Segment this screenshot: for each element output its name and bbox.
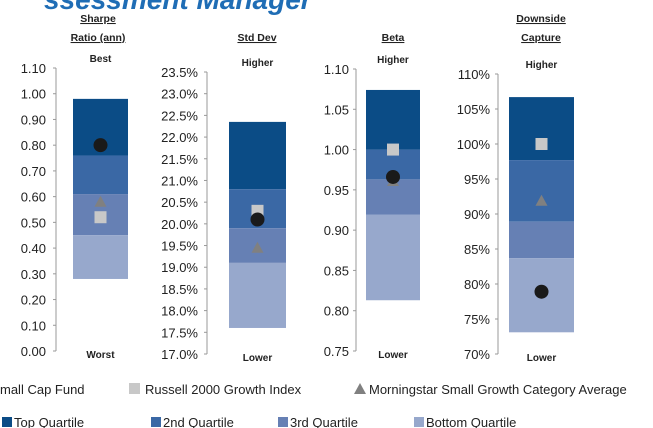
index-marker xyxy=(94,211,107,224)
legend-label: 2nd Quartile xyxy=(163,415,234,428)
y-tick-label: 75% xyxy=(464,312,490,327)
y-tick-label: 85% xyxy=(464,242,490,257)
bottom-label: Lower xyxy=(378,350,408,361)
y-tick-label: 22.5% xyxy=(161,108,198,123)
y-tick-label: 1.10 xyxy=(324,62,349,77)
legend-label: Bottom Quartile xyxy=(426,415,516,428)
legend-label: Russell 2000 Growth Index xyxy=(145,382,302,397)
y-tick-label: 22.0% xyxy=(161,130,198,145)
fund-marker xyxy=(386,169,400,184)
y-tick-label: 21.5% xyxy=(161,152,198,167)
page-title: ssessment Manager xyxy=(44,0,314,15)
legend-label: Morningstar Small Growth Category Averag… xyxy=(369,382,627,397)
y-tick-label: 0.10 xyxy=(21,318,46,333)
y-tick-label: 80% xyxy=(464,277,490,292)
y-tick-label: 20.0% xyxy=(161,217,198,232)
y-tick-label: 0.90 xyxy=(21,112,46,127)
y-tick-label: 0.95 xyxy=(324,183,349,198)
y-tick-label: 19.0% xyxy=(161,260,198,275)
fund-marker xyxy=(534,284,549,299)
quartile-bar xyxy=(229,121,286,190)
y-tick-label: 17.5% xyxy=(161,325,198,340)
quartile-bar xyxy=(509,160,574,222)
y-tick-label: 95% xyxy=(464,172,490,187)
quartile-bar xyxy=(509,221,574,259)
category-marker xyxy=(251,241,264,253)
y-tick-label: 20.5% xyxy=(161,195,198,210)
legend-label: mall Cap Fund xyxy=(0,382,85,397)
index-marker xyxy=(387,143,399,156)
y-tick-label: 18.0% xyxy=(161,304,198,319)
y-tick-label: 1.10 xyxy=(21,61,46,76)
y-tick-label: 0.20 xyxy=(21,293,46,308)
top-label: Best xyxy=(90,54,112,65)
y-tick-label: 0.75 xyxy=(324,344,349,359)
y-tick-label: 0.00 xyxy=(21,344,46,359)
quartile-bar xyxy=(509,97,574,161)
legend-swatch xyxy=(278,417,288,427)
bottom-label: Worst xyxy=(86,350,115,361)
quartile-bar xyxy=(229,262,286,328)
panel-title: Beta xyxy=(382,32,405,44)
y-tick-label: 105% xyxy=(457,102,491,117)
y-tick-label: 1.05 xyxy=(324,102,349,117)
legend-category-marker xyxy=(354,383,366,394)
category-marker xyxy=(94,195,107,207)
index-marker xyxy=(535,138,548,150)
panel-title: Downside xyxy=(516,13,566,25)
y-tick-label: 90% xyxy=(464,207,490,222)
y-tick-label: 23.5% xyxy=(161,65,198,80)
bottom-label: Lower xyxy=(243,353,273,364)
y-tick-label: 110% xyxy=(458,67,491,82)
y-tick-label: 0.80 xyxy=(324,304,349,319)
legend-swatch xyxy=(151,417,161,427)
y-tick-label: 18.5% xyxy=(161,282,198,297)
y-tick-label: 0.30 xyxy=(21,267,46,282)
y-tick-label: 0.70 xyxy=(21,164,46,179)
y-tick-label: 0.60 xyxy=(21,190,46,205)
y-tick-label: 17.0% xyxy=(161,347,198,362)
legend-label: Top Quartile xyxy=(14,415,84,428)
y-tick-label: 100% xyxy=(457,137,491,152)
legend-label: 3rd Quartile xyxy=(290,415,358,428)
top-label: Higher xyxy=(242,58,274,69)
legend-swatch xyxy=(2,417,12,427)
fund-marker xyxy=(93,138,108,153)
quartile-bar xyxy=(366,89,420,150)
fund-marker xyxy=(250,212,265,227)
y-tick-label: 0.90 xyxy=(324,223,349,238)
quartile-bar xyxy=(73,155,128,195)
category-marker xyxy=(535,194,548,206)
y-tick-label: 0.80 xyxy=(21,138,46,153)
panel-title: Std Dev xyxy=(237,32,276,44)
y-tick-label: 21.0% xyxy=(161,173,198,188)
panel-title: Capture xyxy=(521,32,561,44)
y-tick-label: 1.00 xyxy=(21,87,46,102)
y-tick-label: 0.40 xyxy=(21,241,46,256)
bottom-label: Lower xyxy=(527,353,557,364)
quartile-bar xyxy=(73,235,128,279)
y-tick-label: 23.0% xyxy=(161,87,198,102)
top-label: Higher xyxy=(377,55,409,66)
panel-title: Sharpe xyxy=(80,13,116,25)
y-tick-label: 1.00 xyxy=(324,143,349,158)
y-tick-label: 0.50 xyxy=(21,215,46,230)
quartile-bar xyxy=(366,214,420,301)
panel-title: Ratio (ann) xyxy=(71,32,126,44)
y-tick-label: 19.5% xyxy=(161,239,198,254)
y-tick-label: 70% xyxy=(464,347,490,362)
top-label: Higher xyxy=(526,60,558,71)
y-tick-label: 0.85 xyxy=(324,263,349,278)
legend-swatch xyxy=(414,417,424,427)
legend-index-marker xyxy=(129,383,140,394)
